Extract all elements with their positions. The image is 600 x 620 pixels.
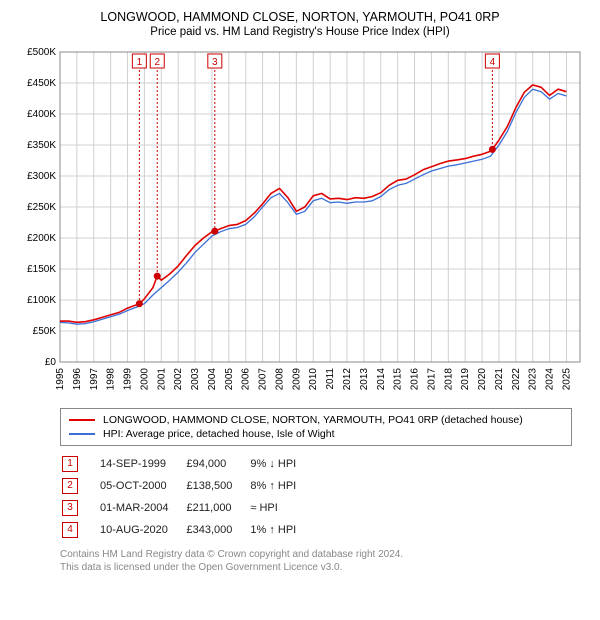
svg-text:3: 3 [212,57,218,68]
svg-text:2012: 2012 [342,368,353,391]
svg-text:£100K: £100K [27,295,56,306]
svg-text:4: 4 [490,57,496,68]
svg-text:2023: 2023 [528,368,539,391]
svg-text:2015: 2015 [393,368,404,391]
svg-text:2017: 2017 [426,368,437,391]
legend-item: LONGWOOD, HAMMOND CLOSE, NORTON, YARMOUT… [69,413,563,427]
svg-text:2018: 2018 [443,368,454,391]
svg-text:2006: 2006 [241,368,252,391]
svg-text:2001: 2001 [156,368,167,391]
legend-label: LONGWOOD, HAMMOND CLOSE, NORTON, YARMOUT… [103,414,523,426]
svg-text:2025: 2025 [561,368,572,391]
legend: LONGWOOD, HAMMOND CLOSE, NORTON, YARMOUT… [60,408,572,446]
legend-label: HPI: Average price, detached house, Isle… [103,428,335,440]
footer: Contains HM Land Registry data © Crown c… [60,548,572,574]
legend-swatch [69,433,95,435]
chart-container: LONGWOOD, HAMMOND CLOSE, NORTON, YARMOUT… [0,0,600,584]
svg-text:2022: 2022 [511,368,522,391]
event-note: 9% ↓ HPI [250,454,312,474]
svg-text:1999: 1999 [123,368,134,391]
svg-text:2004: 2004 [207,368,218,391]
svg-text:£150K: £150K [27,264,56,275]
svg-text:£400K: £400K [27,109,56,120]
svg-text:£500K: £500K [27,47,56,58]
svg-text:2016: 2016 [410,368,421,391]
event-date: 10-AUG-2020 [100,520,184,540]
footer-line-1: Contains HM Land Registry data © Crown c… [60,549,403,560]
svg-text:£350K: £350K [27,140,56,151]
event-price: £94,000 [186,454,248,474]
svg-text:£450K: £450K [27,78,56,89]
line-chart: £0 £50K £100K £150K £200K £250K £300K £350K £400… [12,42,588,402]
svg-text:2010: 2010 [308,368,319,391]
svg-text:2013: 2013 [359,368,370,391]
svg-text:2019: 2019 [460,368,471,391]
svg-text:£300K: £300K [27,171,56,182]
svg-text:£50K: £50K [33,326,57,337]
event-row: 1 14-SEP-1999£94,0009% ↓ HPI [62,454,312,474]
chart-area: £0 £50K £100K £150K £200K £250K £300K £350K £400… [12,42,588,402]
svg-text:2008: 2008 [274,368,285,391]
svg-text:2003: 2003 [190,368,201,391]
legend-swatch [69,419,95,421]
title-main: LONGWOOD, HAMMOND CLOSE, NORTON, YARMOUT… [12,10,588,24]
svg-text:2021: 2021 [494,368,505,391]
svg-text:2024: 2024 [545,368,556,391]
event-note: ≈ HPI [250,498,312,518]
svg-text:2000: 2000 [139,368,150,391]
event-date: 05-OCT-2000 [100,476,184,496]
event-date: 14-SEP-1999 [100,454,184,474]
event-price: £211,000 [186,498,248,518]
event-number-box: 3 [62,500,78,516]
svg-text:2014: 2014 [376,368,387,391]
svg-text:2011: 2011 [325,368,336,390]
event-row: 2 05-OCT-2000£138,5008% ↑ HPI [62,476,312,496]
svg-text:2007: 2007 [258,368,269,391]
footer-line-2: This data is licensed under the Open Gov… [60,562,342,573]
title-sub: Price paid vs. HM Land Registry's House … [12,26,588,38]
svg-text:2002: 2002 [173,368,184,391]
svg-text:£0: £0 [45,357,57,368]
event-row: 4 10-AUG-2020£343,0001% ↑ HPI [62,520,312,540]
svg-text:£250K: £250K [27,202,56,213]
event-row: 3 01-MAR-2004£211,000≈ HPI [62,498,312,518]
event-note: 8% ↑ HPI [250,476,312,496]
svg-text:1996: 1996 [72,368,83,391]
svg-text:2020: 2020 [477,368,488,391]
svg-text:1998: 1998 [106,368,117,391]
event-date: 01-MAR-2004 [100,498,184,518]
svg-text:2005: 2005 [224,368,235,391]
event-number-box: 1 [62,456,78,472]
svg-text:2: 2 [154,57,160,68]
event-note: 1% ↑ HPI [250,520,312,540]
svg-text:1: 1 [137,57,143,68]
events-table: 114-SEP-1999£94,0009% ↓ HPI205-OCT-2000£… [60,452,314,542]
event-price: £343,000 [186,520,248,540]
svg-text:2009: 2009 [291,368,302,391]
legend-item: HPI: Average price, detached house, Isle… [69,427,563,441]
svg-text:£200K: £200K [27,233,56,244]
event-number-box: 4 [62,522,78,538]
svg-text:1997: 1997 [89,368,100,391]
event-number-box: 2 [62,478,78,494]
svg-text:1995: 1995 [55,368,66,391]
event-price: £138,500 [186,476,248,496]
